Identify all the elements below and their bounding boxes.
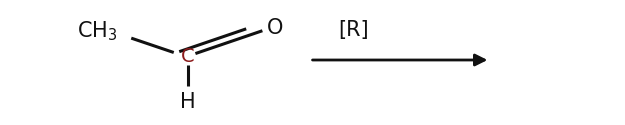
Text: H: H bbox=[180, 92, 195, 112]
Text: C: C bbox=[181, 47, 194, 66]
Text: [R]: [R] bbox=[338, 20, 368, 40]
Text: CH$_3$: CH$_3$ bbox=[77, 20, 117, 43]
Text: O: O bbox=[267, 18, 283, 38]
